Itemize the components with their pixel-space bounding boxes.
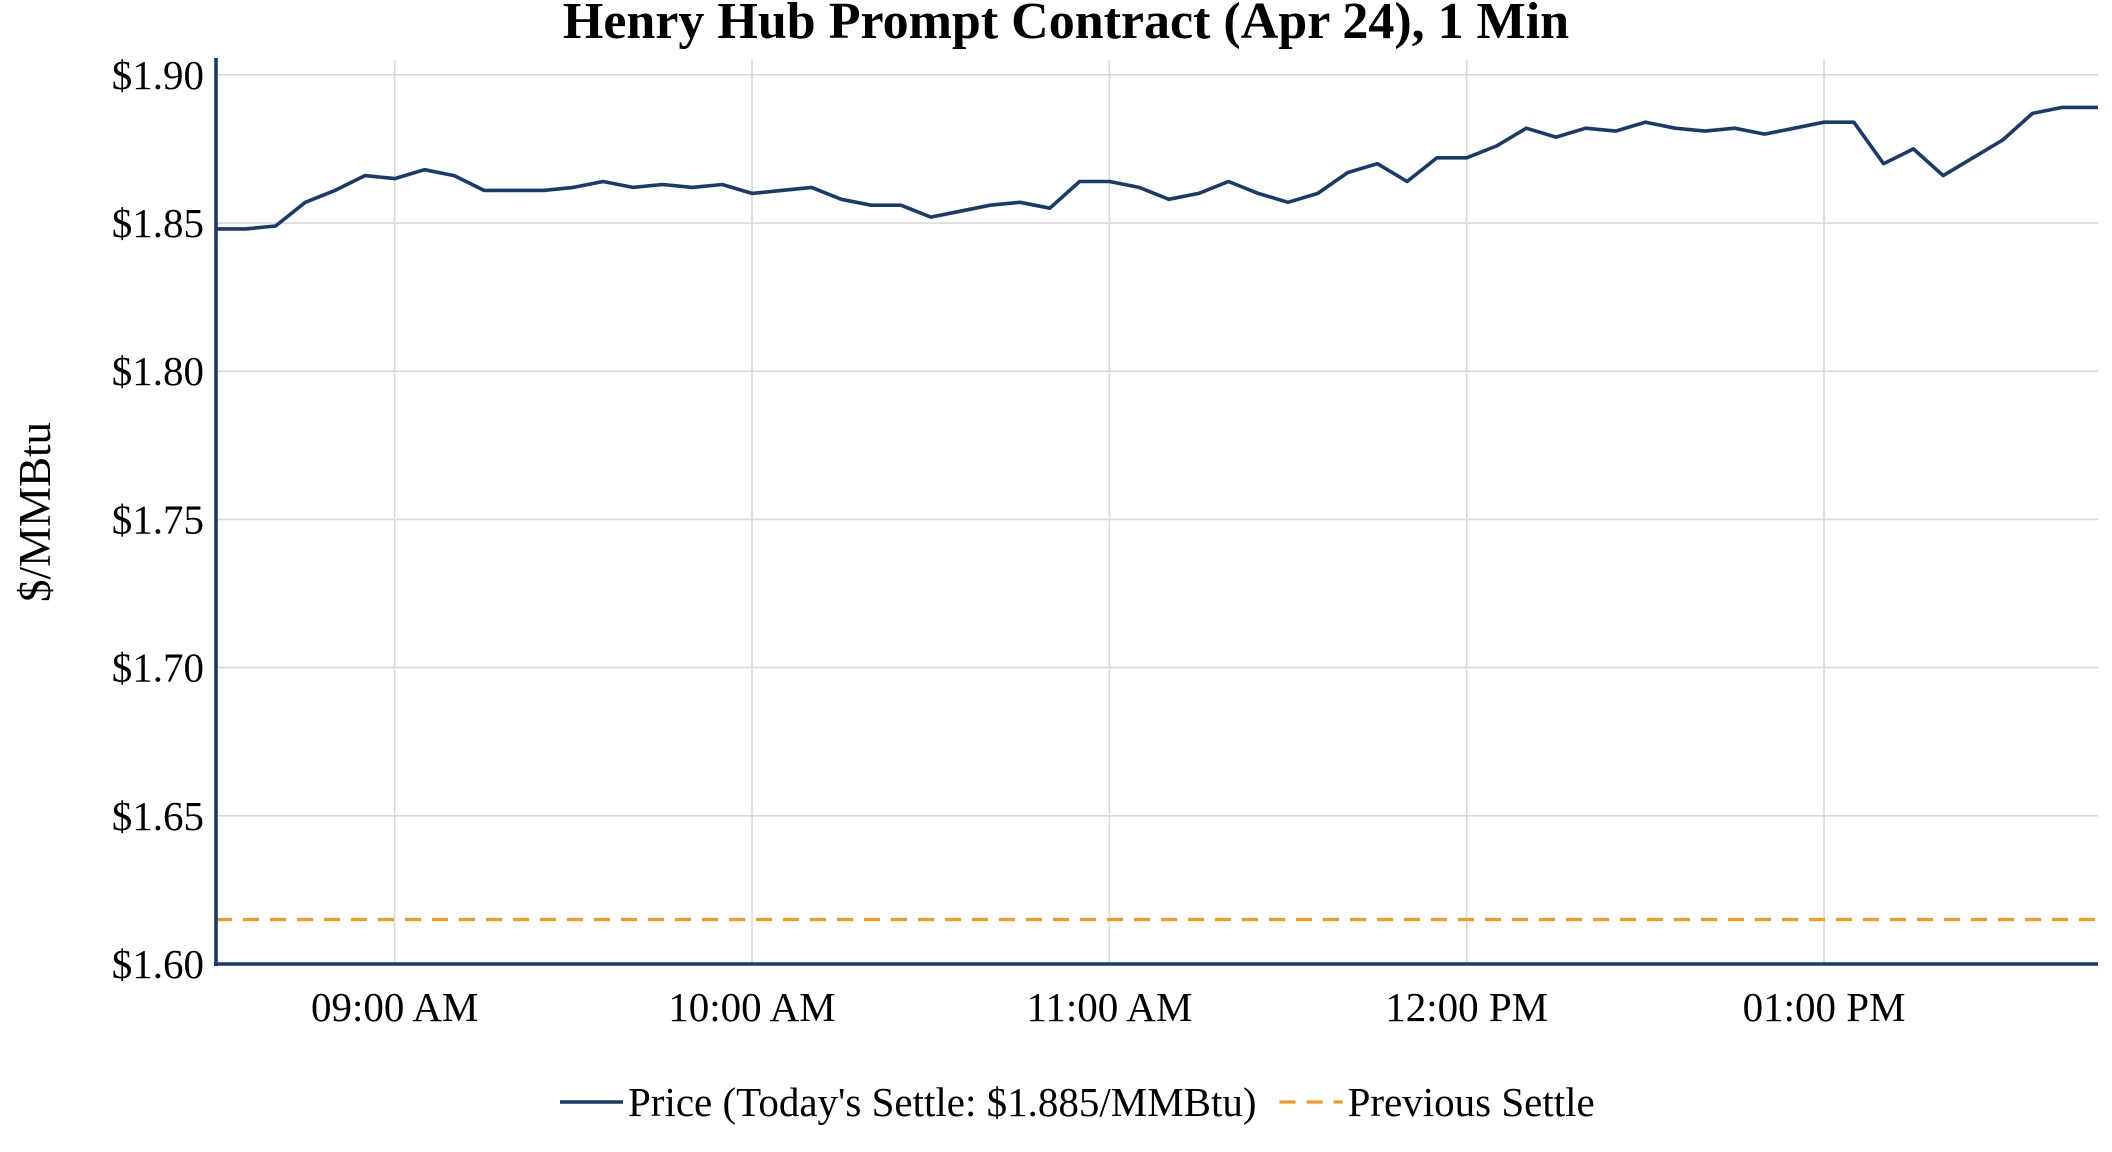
y-tick-label: $1.80 [112,348,204,394]
x-tick-label: 10:00 AM [668,984,835,1030]
axes [214,58,2098,966]
y-tick-label: $1.85 [112,200,204,246]
x-tick-label: 12:00 PM [1385,984,1548,1030]
y-tick-label: $1.75 [112,496,204,542]
series-line-price [216,105,2098,231]
legend-label-0: Price (Today's Settle: $1.885/MMBtu) [628,1079,1257,1125]
y-axis-label: $/MMBtu [10,422,60,602]
grid [216,60,2098,965]
x-tick-label: 09:00 AM [311,984,478,1030]
legend: Price (Today's Settle: $1.885/MMBtu) Prev… [560,1079,1595,1125]
y-tick-label: $1.65 [112,793,204,839]
x-tick-label: 11:00 AM [1026,984,1192,1030]
x-tick-label: 01:00 PM [1743,984,1906,1030]
legend-label-1: Previous Settle [1348,1079,1595,1125]
x-tick-labels: 09:00 AM 10:00 AM 11:00 AM 12:00 PM 01:00 PM [311,984,1906,1030]
plot-series [216,105,2098,922]
y-tick-label: $1.60 [112,941,204,987]
y-tick-labels: $1.60 $1.65 $1.70 $1.75 $1.80 $1.85 $1.90 [112,52,204,987]
chart-title: Henry Hub Prompt Contract (Apr 24), 1 Mi… [563,0,1569,50]
y-tick-label: $1.90 [112,52,204,98]
y-tick-label: $1.70 [112,645,204,691]
